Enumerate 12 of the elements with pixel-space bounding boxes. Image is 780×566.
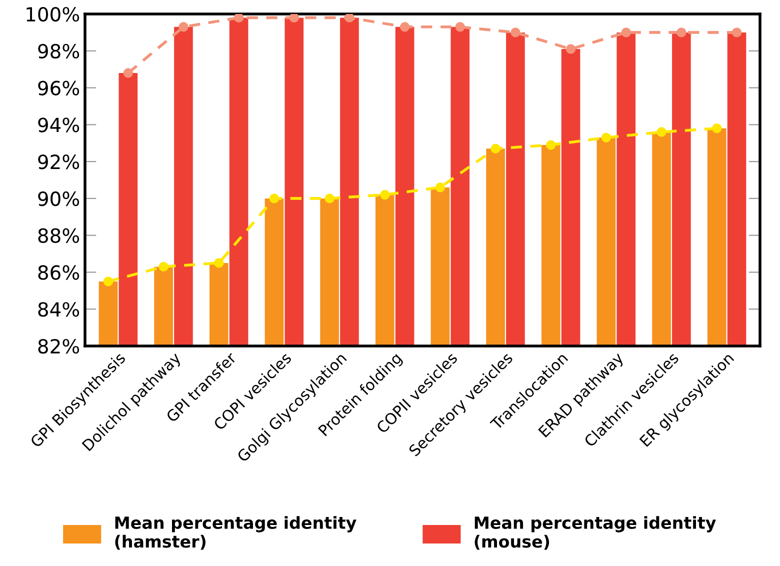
- y-tick-label: 98%: [38, 44, 80, 59]
- y-tick-label: 86%: [38, 265, 80, 280]
- y-tick-label: 96%: [38, 80, 80, 96]
- legend-label: Mean percentage identity (mouse): [474, 516, 716, 550]
- y-tick-label: 82%: [38, 338, 80, 354]
- legend-label: Mean percentage identity (hamster): [115, 516, 356, 550]
- y-tick-label: 94%: [38, 118, 80, 132]
- y-tick-label: 90%: [38, 191, 80, 206]
- y-tick-label: 92%: [38, 154, 80, 170]
- y-tick-label: 100%: [26, 6, 80, 22]
- y-tick-label: 84%: [38, 302, 80, 317]
- y-tick-label: 88%: [38, 228, 80, 243]
